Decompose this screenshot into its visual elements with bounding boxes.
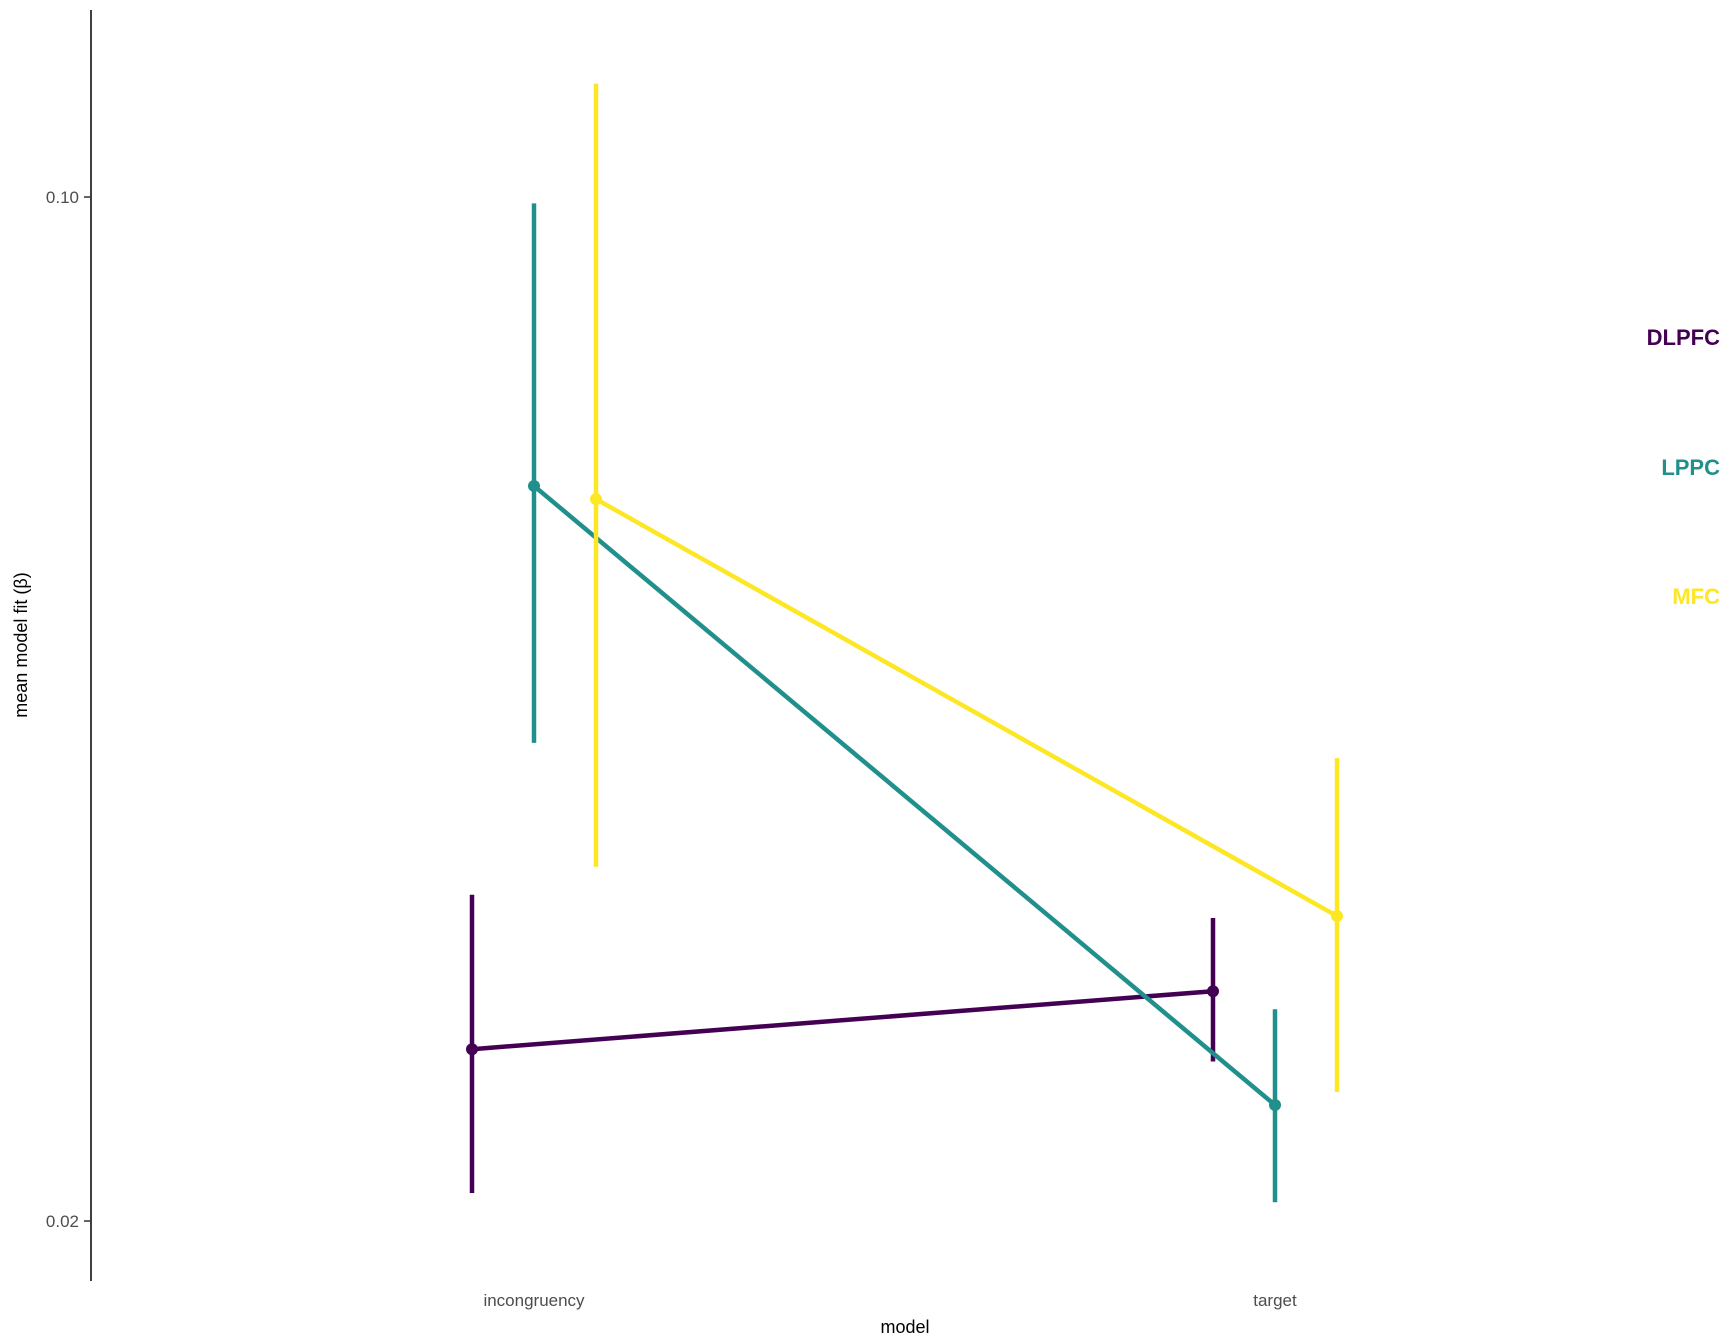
legend-label-lppc: LPPC <box>1661 455 1720 480</box>
data-point <box>466 1043 478 1056</box>
series-line <box>471 988 1214 1052</box>
series-line <box>532 484 1277 1107</box>
y-tick-label: 0.10 <box>46 188 79 207</box>
x-tick-label: incongruency <box>483 1291 585 1310</box>
legend-label-mfc: MFC <box>1672 584 1720 609</box>
data-point <box>590 493 602 506</box>
series-line <box>594 497 1339 918</box>
series-lppc <box>528 203 1281 1203</box>
series-dlpfc <box>466 894 1219 1193</box>
y-axis-title: mean model fit (β) <box>11 572 31 717</box>
data-point <box>1269 1098 1281 1111</box>
x-tick-labels: incongruency target <box>483 1291 1297 1310</box>
x-tick-label: target <box>1253 1291 1297 1310</box>
y-tick-label: 0.02 <box>46 1212 79 1231</box>
data-point <box>528 479 540 492</box>
legend: DLPFC LPPC MFC <box>1647 325 1720 609</box>
data-point <box>1207 985 1219 998</box>
y-ticks: 0.02 0.10 <box>46 188 91 1231</box>
series-layer <box>466 83 1343 1203</box>
x-axis-title: model <box>880 1317 929 1337</box>
data-point <box>1331 910 1343 923</box>
legend-label-dlpfc: DLPFC <box>1647 325 1720 350</box>
series-mfc <box>590 83 1343 1092</box>
